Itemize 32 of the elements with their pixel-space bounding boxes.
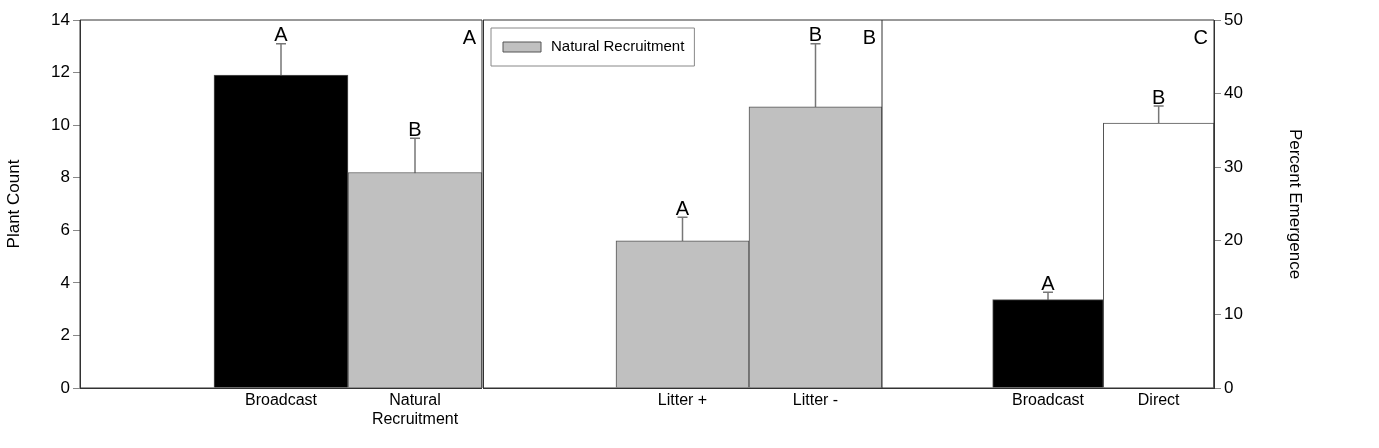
annotation: A [675,196,690,219]
annotation: B [808,23,823,46]
annotation: B [1151,85,1166,108]
y-tick-label: 12 [51,62,70,82]
y2-tick-label: 50 [1224,9,1243,29]
annotation: C [1193,25,1208,48]
x-tick-label: Broadcast [244,391,318,409]
y-tick-label: 2 [60,325,70,345]
annotation: B [862,25,876,48]
x-tick-label: Direct [1137,391,1181,409]
y2-tick-label: 10 [1224,304,1243,324]
y-axis-title: Plant Count [3,159,23,249]
y-tick-label: 14 [51,9,70,29]
y-tick-label: 0 [60,377,70,397]
annotation: B [408,117,422,140]
annotation: A [1041,271,1056,294]
x-tick-label: Broadcast [1011,391,1085,409]
x-tick-label: Litter - [792,391,839,409]
y-tick-label: 6 [60,219,70,239]
x-tick-label: Natural Recruitment [371,391,459,428]
y-tick-label: 10 [51,114,70,134]
y2-axis-title: Percent Emergence [1286,128,1306,280]
y-tick-label: 8 [60,167,70,187]
x-tick-label: Litter + [657,391,708,409]
y2-tick-label: 40 [1224,83,1243,103]
y2-tick-label: 30 [1224,156,1243,176]
y2-tick-label: 20 [1224,230,1243,250]
annotation: A [462,25,477,48]
annotation: A [274,23,289,46]
y-tick-label: 4 [60,272,70,292]
y2-tick-label: 0 [1224,377,1234,397]
legend-label: Natural Recruitment [551,37,686,55]
